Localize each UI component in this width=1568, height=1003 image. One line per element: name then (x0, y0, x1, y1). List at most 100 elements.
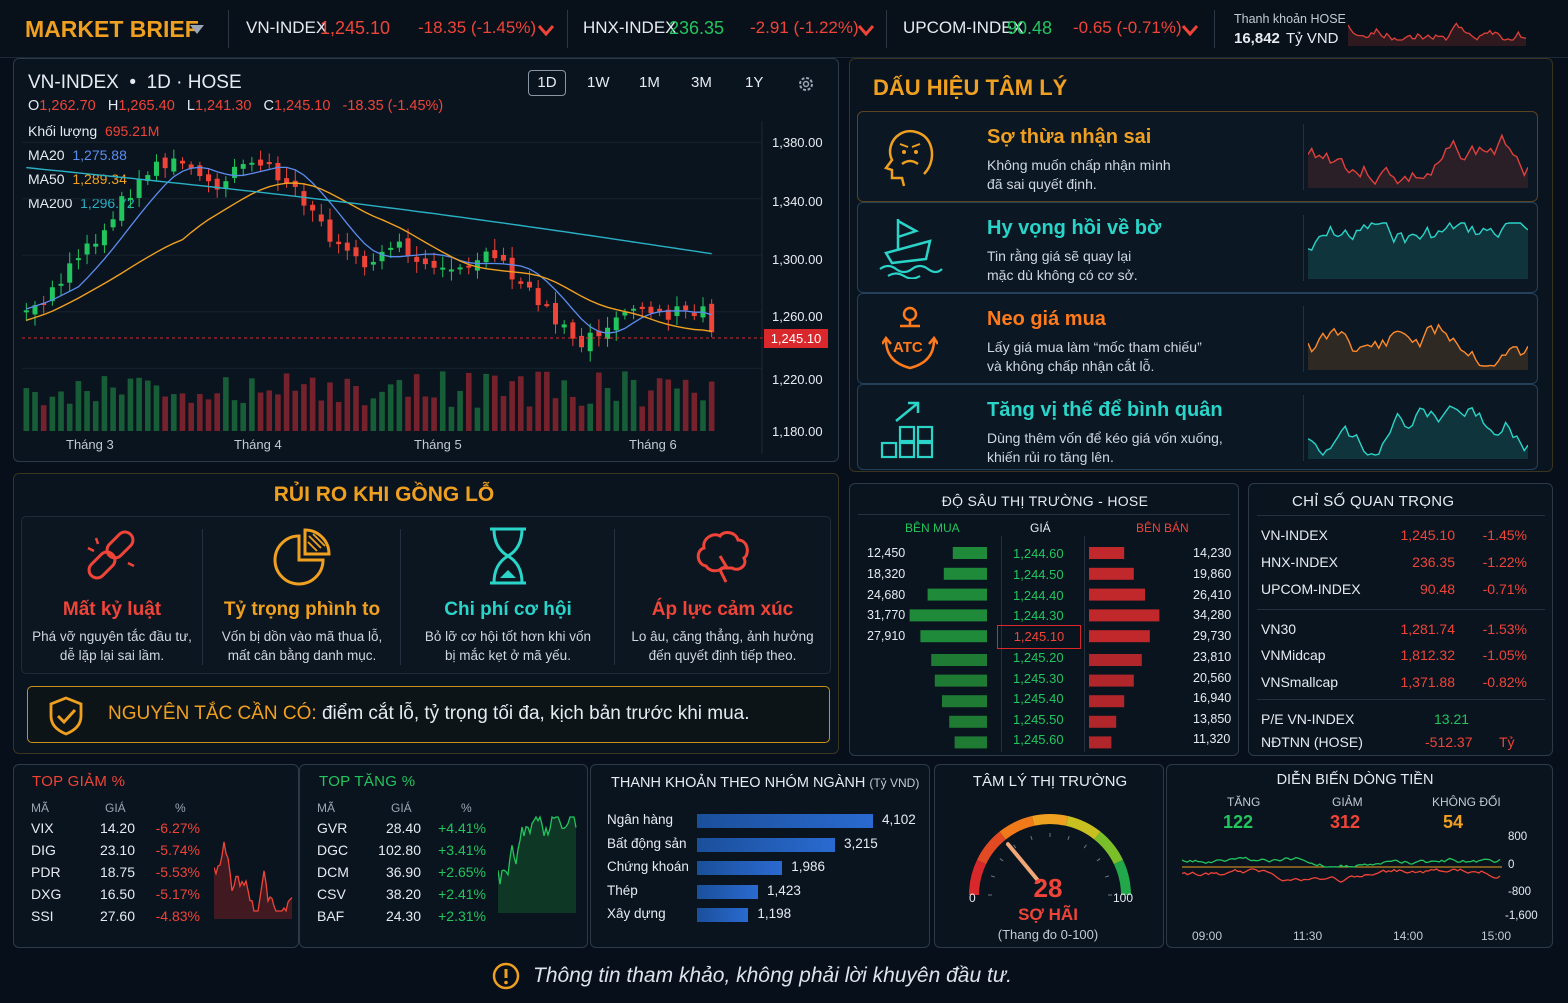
candle-body (232, 166, 238, 178)
risk-card-opportunity[interactable]: Chi phí cơ hội Bỏ lỡ cơ hội tốt hơn khi … (402, 506, 614, 665)
index-name: UPCOM-INDEX (1261, 581, 1361, 597)
sparkline-area (498, 817, 576, 913)
volume-bar (266, 390, 273, 431)
volume-bar (127, 378, 134, 431)
ask-depth-bar (1089, 654, 1142, 666)
outflow-line (1182, 868, 1501, 883)
volume-bar (136, 377, 142, 431)
pe-label: P/E VN-INDEX (1261, 711, 1355, 727)
timeframe-1w[interactable]: 1W (587, 74, 610, 91)
signal-card-fear-wrong[interactable]: Sợ thừa nhận sai Không muốn chấp nhận mì… (857, 111, 1538, 202)
candle-body (500, 254, 506, 261)
risks-title: RỦI RO KHI GỒNG LỖ (273, 483, 495, 506)
volume-bar (110, 387, 116, 431)
timeframe-1m[interactable]: 1M (639, 74, 660, 91)
signal-title: Sợ thừa nhận sai (987, 126, 1152, 148)
risks-panel: RỦI RO KHI GỒNG LỖ Mất kỷ luật Phá vỡ ng… (13, 473, 839, 754)
signal-card-average-down[interactable]: Tăng vị thế để bình quân Dùng thêm vốn đ… (857, 384, 1538, 470)
market-depth-panel: ĐỘ SÂU THỊ TRƯỜNG - HOSE BÊN MUA GIÁ BÊN… (849, 483, 1239, 756)
candle-body (127, 197, 133, 200)
gear-icon[interactable] (797, 75, 815, 93)
ask-price: 1,245.30 (1013, 670, 1064, 686)
candle-body (596, 330, 602, 337)
signal-sparkline (1308, 323, 1528, 370)
signal-title: Neo giá mua (987, 308, 1106, 330)
liquidity-value: 16,842 (1234, 30, 1280, 47)
volume-bar (413, 374, 420, 431)
signal-card-anchor-price[interactable]: ATC Neo giá mua Lấy giá mua làm “mốc tha… (857, 293, 1538, 384)
candle-body (665, 309, 671, 320)
sparkline-area (1308, 223, 1528, 279)
timeframe-1d[interactable]: 1D (528, 70, 566, 96)
candle-body (206, 174, 212, 182)
flow-x-tick: 14:00 (1393, 929, 1424, 943)
gauge-tick (990, 875, 995, 878)
index-value: 236.35 (1412, 554, 1455, 570)
bid-price: 1,244.40 (1013, 587, 1064, 603)
volume-bar (23, 388, 30, 431)
volume-bar (491, 375, 498, 431)
index-value: 1,371.88 (1400, 674, 1456, 690)
risk-card-weight[interactable]: Tỷ trọng phình to Vốn bị dồn vào mã thua… (203, 506, 401, 665)
candle-body (284, 178, 290, 184)
timeframe-3m[interactable]: 3M (691, 74, 712, 91)
risk-card-discipline[interactable]: Mất kỷ luật Phá vỡ nguyên tắc đầu tư, dễ … (14, 506, 210, 665)
sector-name: Xây dựng (607, 906, 666, 921)
index-value: 1,281.74 (1400, 621, 1456, 637)
candle-body (310, 204, 316, 211)
flow-y-tick: -800 (1508, 886, 1532, 898)
index-name: VN30 (1261, 621, 1297, 637)
x-tick: Tháng 5 (414, 437, 462, 452)
upcomindex-change: -0.65 (-0.71%) (1073, 18, 1182, 37)
y-tick: 1,300.00 (772, 252, 823, 267)
depth-bars (909, 547, 1160, 749)
risk-card-emotion[interactable]: Áp lực cảm xúc Lo âu, căng thẳng, ảnh hư… (615, 506, 830, 665)
change-pct: +4.41% (438, 820, 486, 836)
ask-depth-bar (1089, 609, 1160, 622)
candle-body (145, 175, 151, 182)
volume-bar (708, 381, 715, 431)
candle-body (535, 288, 541, 306)
ticker: VIX (31, 820, 54, 836)
volume-bar (656, 378, 663, 431)
candle-body (639, 306, 645, 310)
price: 38.20 (385, 886, 421, 902)
timeframe-1y[interactable]: 1Y (745, 74, 764, 91)
volume-bar (578, 405, 585, 431)
chevron-down-icon[interactable] (190, 25, 204, 35)
signal-card-hope-recover[interactable]: Hy vọng hồi về bờ Tin rằng giá sẽ quay l… (857, 202, 1538, 293)
volume-bar (223, 377, 229, 431)
candle-body (474, 260, 480, 271)
volume-bar (396, 379, 403, 431)
candle-body (483, 251, 489, 263)
bid-depth-bar (942, 695, 987, 708)
top-losers-title: TOP GIẢM % (32, 773, 126, 790)
sector-liquidity-panel: THANH KHOẢN THEO NHÓM NGÀNH (Tỷ VND) Ngâ… (590, 764, 930, 948)
gauge-segment (1113, 859, 1131, 896)
bid-depth-bar (949, 715, 987, 728)
volume-bar (630, 379, 637, 431)
gauge-segment (969, 859, 987, 896)
volume-bar (283, 373, 290, 431)
sector-bar (697, 861, 783, 875)
gauge-segment (999, 816, 1035, 840)
brand-title[interactable]: MARKET BRIEF (25, 16, 199, 42)
gauge-tick (999, 858, 1004, 862)
ask-price: 1,245.50 (1013, 711, 1064, 727)
y-tick: 1,260.00 (772, 309, 823, 324)
sentiment-label: SỢ HÃI (1018, 905, 1078, 924)
money-flow-panel: DIỄN BIẾN DÒNG TIỀN TĂNG 122 GIẢM 312 KH… (1166, 764, 1553, 948)
foreign-value: -512.37 (1425, 734, 1473, 750)
candle-body (553, 303, 559, 325)
volume-bar (483, 373, 489, 431)
sector-name: Bất động sản (607, 835, 687, 851)
liquidity-unit: Tỷ VND (1286, 30, 1339, 47)
signal-title: Hy vọng hồi về bờ (987, 217, 1162, 239)
ask-depth-bar (1089, 715, 1117, 728)
sector-bar (697, 837, 835, 852)
ma50-readout: MA50 1,289.34 (28, 171, 127, 187)
flow-title: DIỄN BIẾN DÒNG TIỀN (1276, 772, 1434, 788)
sector-bar (697, 884, 759, 899)
candle-body (466, 265, 472, 268)
candle-body (75, 258, 81, 261)
